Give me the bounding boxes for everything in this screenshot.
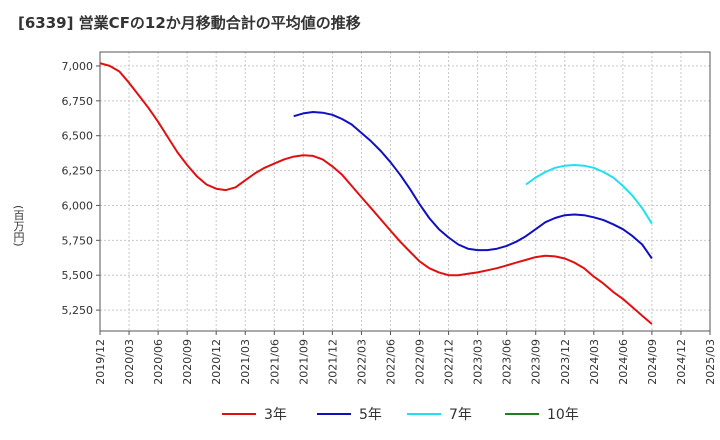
legend-label-4: 10年 bbox=[547, 407, 579, 423]
y-axis-ticks: 5,250 5,500 5,750 6,000 6,250 6,500 6,750 7,000 bbox=[62, 60, 100, 317]
series-line-1 bbox=[99, 62, 653, 325]
x-tick-label: 2023/12 bbox=[559, 339, 572, 385]
x-tick-label: 2022/12 bbox=[443, 339, 456, 385]
y-tick-label: 6,500 bbox=[62, 130, 94, 143]
x-tick-label: 2022/09 bbox=[414, 339, 427, 385]
legend-label-2: 5年 bbox=[359, 407, 382, 423]
plot-frame bbox=[99, 51, 711, 332]
y-tick-label: 6,250 bbox=[62, 165, 94, 178]
y-tick-label: 7,000 bbox=[62, 60, 94, 73]
x-tick-label: 2020/12 bbox=[210, 339, 223, 385]
x-tick-label: 2025/03 bbox=[704, 339, 717, 385]
series-line-2 bbox=[293, 111, 653, 260]
y-tick-label: 5,250 bbox=[62, 304, 94, 317]
x-tick-label: 2020/06 bbox=[152, 339, 165, 385]
legend-label-1: 3年 bbox=[264, 407, 287, 423]
x-tick-label: 2024/12 bbox=[675, 339, 688, 385]
x-tick-label: 2020/09 bbox=[181, 339, 194, 385]
legend-label-3: 7年 bbox=[449, 407, 472, 423]
x-tick-label: 2021/12 bbox=[326, 339, 339, 385]
x-tick-label: 2023/03 bbox=[472, 339, 485, 385]
series-line-3 bbox=[525, 164, 653, 225]
y-tick-label: 6,000 bbox=[62, 199, 94, 212]
plot-border bbox=[99, 51, 711, 332]
x-tick-label: 2022/03 bbox=[355, 339, 368, 385]
x-tick-label: 2023/09 bbox=[530, 339, 543, 385]
x-tick-label: 2021/06 bbox=[268, 339, 281, 385]
series-lines bbox=[99, 62, 653, 325]
y-tick-label: 5,750 bbox=[62, 234, 94, 247]
y-axis-label: (百万円) bbox=[12, 205, 25, 247]
x-tick-label: 2023/06 bbox=[501, 339, 514, 385]
x-tick-label: 2024/06 bbox=[617, 339, 630, 385]
x-tick-label: 2022/06 bbox=[384, 339, 397, 385]
x-tick-label: 2020/03 bbox=[123, 339, 136, 385]
chart-title: [6339] 営業CFの12か月移動合計の平均値の推移 bbox=[18, 14, 361, 32]
x-axis-ticks: 2019/12 2020/03 2020/06 2020/09 2020/12 2021/… bbox=[94, 331, 717, 385]
x-tick-label: 2024/03 bbox=[588, 339, 601, 385]
x-tick-label: 2021/09 bbox=[297, 339, 310, 385]
x-tick-label: 2024/09 bbox=[646, 339, 659, 385]
y-tick-label: 6,750 bbox=[62, 95, 94, 108]
legend: 3年 5年 7年 10年 bbox=[222, 407, 579, 423]
y-tick-label: 5,500 bbox=[62, 269, 94, 282]
x-tick-label: 2019/12 bbox=[94, 339, 107, 385]
grid-lines bbox=[99, 52, 711, 331]
x-tick-label: 2021/03 bbox=[239, 339, 252, 385]
